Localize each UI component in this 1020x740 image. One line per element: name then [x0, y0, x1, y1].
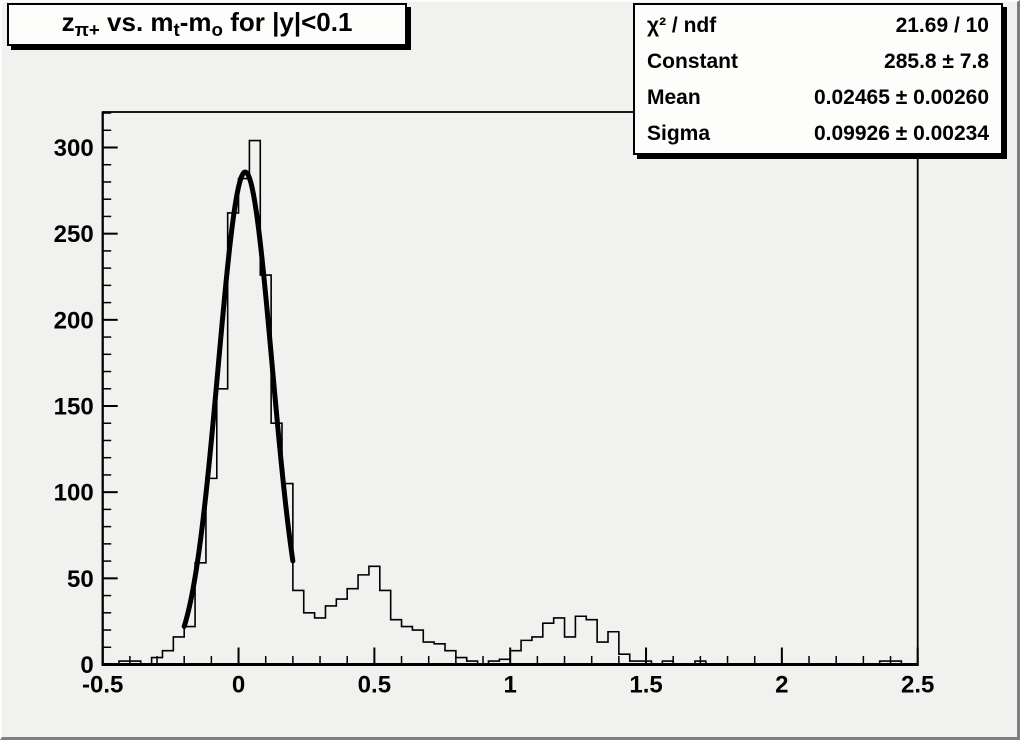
x-tick-label: 0.5 [358, 672, 391, 699]
title-segment: for |y|<0.1 [222, 7, 353, 38]
title-subscript: π+ [74, 19, 100, 41]
stats-box[interactable]: χ² / ndf 21.69 / 10 Constant 285.8 ± 7.8… [633, 3, 1003, 155]
x-tick-label: -0.5 [82, 672, 123, 699]
x-tick-label: 2 [775, 672, 788, 699]
stats-value-sigma: 0.09926 ± 0.00234 [813, 121, 989, 145]
x-tick-label: 2.5 [901, 672, 934, 699]
stats-row-chi2: χ² / ndf 21.69 / 10 [635, 15, 1001, 36]
page-title: zπ+ vs. mt-mo for |y|<0.1 [62, 7, 353, 41]
stats-value-chi2: 21.69 / 10 [895, 13, 989, 37]
y-tick-label: 250 [54, 221, 94, 248]
stats-value-mean: 0.02465 ± 0.00260 [813, 85, 989, 109]
y-tick-label: 100 [54, 480, 94, 507]
stats-label-constant: Constant [647, 49, 738, 73]
stats-label-sigma: Sigma [647, 121, 711, 145]
y-tick-label: 50 [67, 566, 94, 593]
x-tick-label: 1.5 [629, 672, 662, 699]
y-tick-label: 300 [54, 135, 94, 162]
y-tick-label: 0 [80, 652, 93, 679]
fit-curve [181, 169, 296, 629]
stats-row-mean: Mean 0.02465 ± 0.00260 [635, 87, 1001, 108]
title-subscript: o [211, 19, 223, 41]
x-tick-label: 0 [232, 672, 245, 699]
stats-label-mean: Mean [647, 85, 701, 109]
stats-value-constant: 285.8 ± 7.8 [884, 49, 989, 73]
title-box[interactable]: zπ+ vs. mt-mo for |y|<0.1 [7, 3, 407, 46]
y-tick-label: 200 [54, 307, 94, 334]
title-segment: -m [179, 7, 212, 38]
title-segment: vs. m [99, 7, 174, 38]
stats-label-chi2: χ² / ndf [647, 13, 717, 37]
stats-row-sigma: Sigma 0.09926 ± 0.00234 [635, 123, 1001, 144]
title-segment: z [61, 7, 75, 38]
x-tick-label: 1 [504, 672, 517, 699]
stats-row-constant: Constant 285.8 ± 7.8 [635, 51, 1001, 72]
histogram-path [102, 139, 918, 666]
y-tick-label: 150 [54, 394, 94, 421]
title-subscript: t [173, 19, 180, 41]
